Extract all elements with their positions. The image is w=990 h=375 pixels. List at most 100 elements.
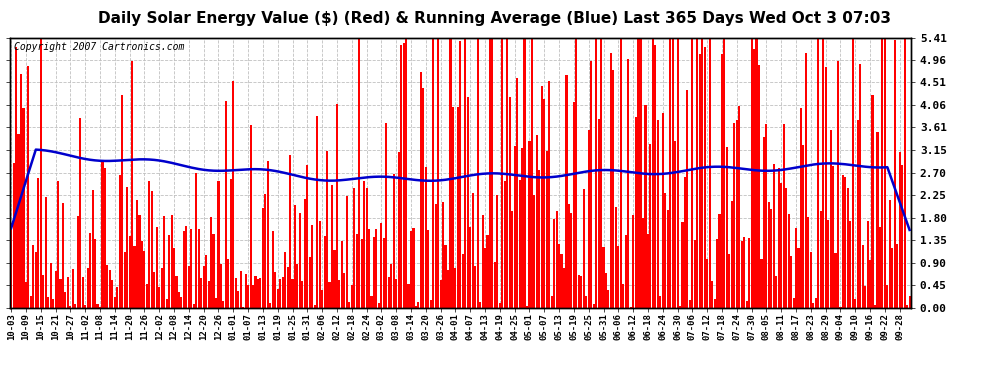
Bar [43,275,45,308]
Bar [104,168,106,308]
Bar [768,202,770,308]
Bar [696,38,698,308]
Bar [726,147,728,308]
Bar [301,281,303,308]
Bar [793,298,795,307]
Bar [180,297,182,307]
Bar [494,262,496,308]
Bar [539,170,541,308]
Bar [469,227,471,308]
Bar [765,124,767,308]
Bar [57,181,59,308]
Bar [319,221,321,308]
Bar [259,278,261,308]
Bar [642,218,644,308]
Bar [296,264,299,308]
Bar [134,246,136,308]
Bar [802,145,805,308]
Bar [620,38,622,308]
Bar [909,296,911,307]
Bar [195,173,197,308]
Bar [390,264,392,308]
Bar [385,123,387,308]
Bar [213,234,215,308]
Bar [405,38,407,308]
Bar [158,287,160,308]
Bar [646,234,649,308]
Bar [435,204,437,308]
Bar [573,102,575,308]
Bar [398,152,400,308]
Bar [666,210,668,308]
Bar [817,38,820,308]
Bar [871,95,873,308]
Bar [235,278,237,308]
Bar [378,303,380,307]
Bar [155,227,157,308]
Bar [451,107,454,307]
Bar [428,230,430,308]
Bar [230,178,232,308]
Bar [861,245,863,308]
Bar [238,291,240,308]
Bar [136,200,138,308]
Bar [77,216,79,308]
Bar [851,38,853,308]
Bar [827,220,830,308]
Bar [393,174,395,308]
Bar [553,219,555,308]
Bar [420,72,422,308]
Bar [788,214,790,308]
Bar [148,181,150,308]
Bar [755,38,757,308]
Bar [471,194,474,308]
Bar [129,236,131,308]
Bar [541,86,543,308]
Bar [72,269,74,308]
Bar [18,134,20,308]
Bar [699,54,701,307]
Bar [904,38,906,308]
Bar [423,88,425,308]
Bar [544,99,545,308]
Bar [578,275,580,308]
Bar [689,300,691,307]
Bar [884,38,886,308]
Bar [550,296,552,307]
Bar [28,66,30,308]
Bar [615,207,617,308]
Bar [400,45,402,308]
Bar [153,272,155,308]
Bar [545,151,547,308]
Bar [711,281,713,308]
Bar [635,117,637,308]
Bar [585,297,587,307]
Bar [446,270,449,308]
Bar [716,239,718,308]
Bar [664,193,666,308]
Bar [575,38,577,308]
Bar [304,200,306,308]
Bar [511,211,513,308]
Bar [266,161,269,308]
Bar [316,116,318,308]
Bar [570,213,572,308]
Bar [846,188,848,308]
Bar [630,307,632,308]
Bar [254,276,256,308]
Bar [25,282,27,308]
Bar [778,168,780,308]
Bar [805,53,807,307]
Bar [413,228,415,308]
Bar [348,302,350,307]
Bar [33,245,35,308]
Bar [395,279,397,308]
Bar [729,254,731,308]
Bar [671,38,673,308]
Bar [324,236,326,308]
Bar [240,272,242,308]
Bar [314,305,316,308]
Bar [534,195,536,308]
Bar [661,114,663,308]
Bar [568,204,570,308]
